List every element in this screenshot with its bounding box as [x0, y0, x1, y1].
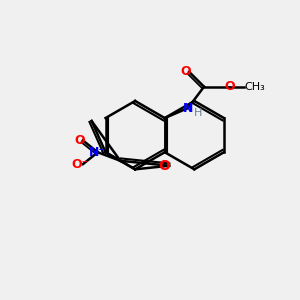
Text: O: O — [224, 80, 235, 93]
Text: O⁻: O⁻ — [71, 158, 88, 171]
Text: N⁺: N⁺ — [89, 146, 106, 159]
Text: N: N — [183, 102, 193, 115]
Text: O: O — [180, 65, 191, 78]
Text: O: O — [75, 134, 85, 147]
Text: O: O — [159, 159, 171, 173]
Text: H: H — [194, 108, 202, 118]
Text: CH₃: CH₃ — [244, 82, 265, 92]
